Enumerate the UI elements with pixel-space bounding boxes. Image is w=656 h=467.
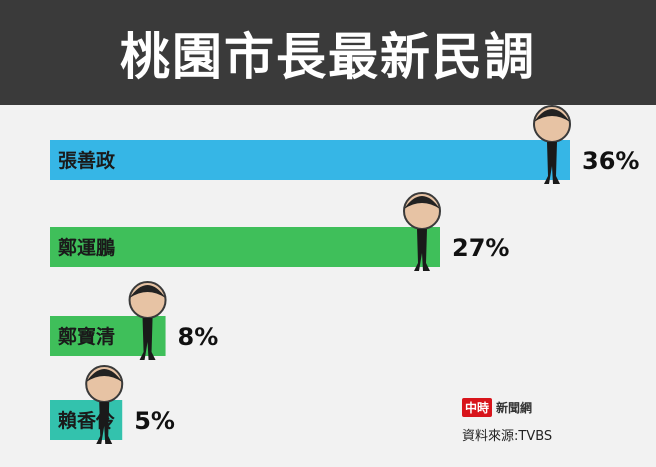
candidate-body-icon <box>139 318 156 360</box>
candidate-hair-icon <box>129 285 166 298</box>
value-label: 36% <box>582 147 639 175</box>
bar-1 <box>50 140 570 180</box>
category-label: 鄭運鵬 <box>57 236 115 259</box>
logo-text: 新聞網 <box>496 401 533 415</box>
candidate-hair-icon <box>86 369 123 382</box>
bar-4 <box>50 400 123 440</box>
publisher-logo: 中時 新聞網 <box>462 398 642 417</box>
bar-chart: 張善政 36%鄭運鵬 27%鄭寶清 8%賴香伶 5% <box>50 105 639 444</box>
data-source: 資料來源:TVBS <box>462 429 553 444</box>
candidate-body-icon <box>414 229 430 271</box>
header-banner: 桃園市長最新民調 <box>0 0 656 105</box>
category-label: 張善政 <box>58 149 116 172</box>
candidate-hair-icon <box>534 109 570 122</box>
candidate-body-icon <box>544 142 560 184</box>
candidate-body-icon <box>96 402 113 444</box>
bar-2 <box>50 227 440 267</box>
footer: 中時 新聞網 資料來源:TVBS <box>462 398 642 444</box>
logo-badge: 中時 <box>462 398 493 417</box>
value-label: 27% <box>452 234 509 262</box>
category-label: 鄭寶清 <box>57 325 115 348</box>
value-label: 5% <box>134 407 175 435</box>
candidate-hair-icon <box>404 196 440 209</box>
chart-title: 桃園市長最新民調 <box>120 27 536 86</box>
value-label: 8% <box>178 323 219 351</box>
